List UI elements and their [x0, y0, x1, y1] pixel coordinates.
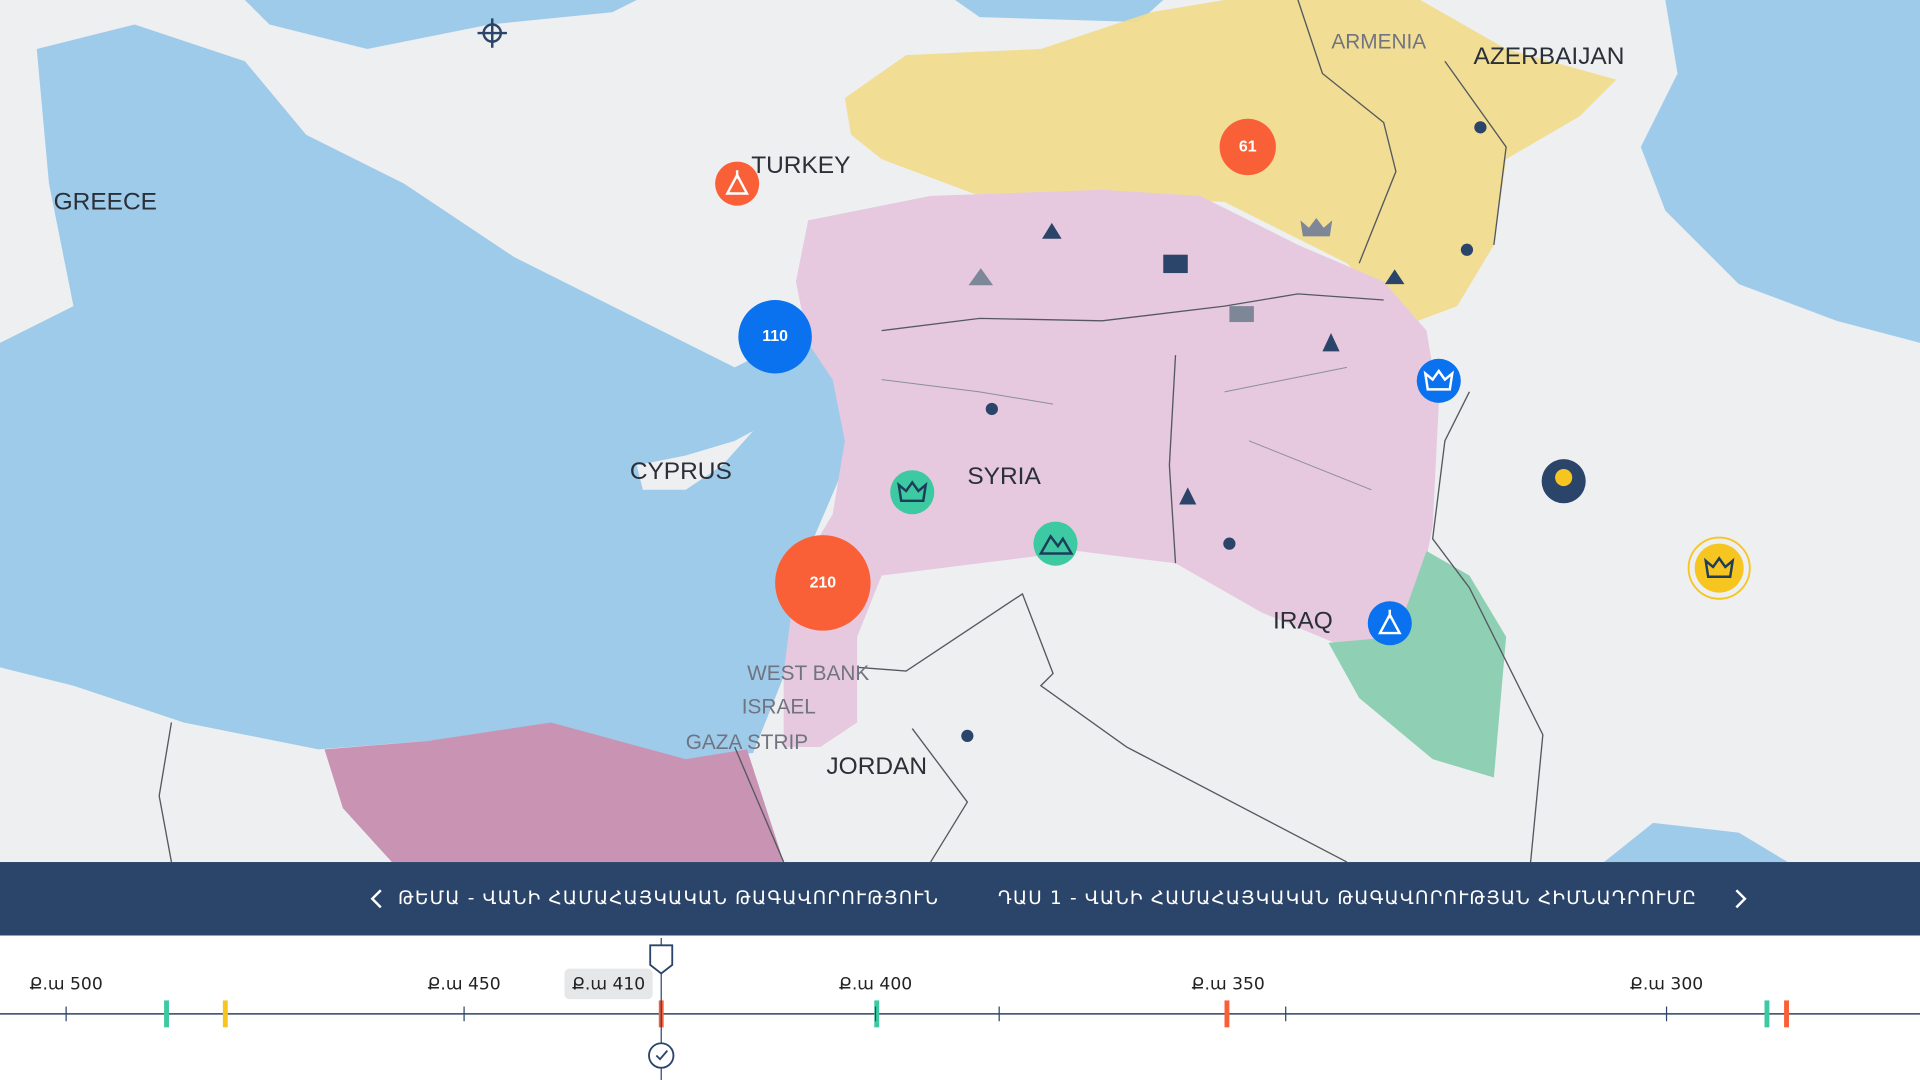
border	[158, 0, 1544, 863]
country-label: WEST BANK	[747, 662, 869, 685]
caspian-sea	[1640, 0, 1920, 343]
country-label: CYPRUS	[630, 458, 732, 485]
timeline[interactable]: Ք.ա 410 Ք.ա 500 Ք.ա 450 Ք.ա 400 Ք.ա 350 Ք.ա …	[0, 935, 1920, 1080]
marker-icon	[1555, 468, 1573, 487]
cluster-count: 61	[1239, 138, 1257, 155]
current-badge	[564, 968, 653, 1000]
timeline-label: Ք.ա 500	[30, 974, 103, 994]
marker-halo	[1687, 536, 1751, 600]
country-label: AZERBAIJAN	[1474, 43, 1625, 70]
current-year: Ք.ա 410	[572, 974, 645, 994]
cursor-handle[interactable]	[649, 944, 674, 975]
cursor-clock[interactable]	[648, 1042, 675, 1069]
marker-icon	[1038, 534, 1074, 555]
cluster-count: 210	[810, 574, 837, 591]
marker-crown[interactable]	[1694, 543, 1744, 593]
country-label: GAZA STRIP	[686, 731, 809, 754]
event-ticks	[164, 1000, 1789, 1028]
region-egypt	[324, 722, 784, 863]
region-pink	[783, 189, 1439, 747]
marker-icon	[1704, 556, 1735, 578]
marker-icon	[725, 170, 749, 195]
cluster[interactable]	[738, 300, 812, 374]
markers	[477, 18, 1751, 743]
prev-button[interactable]	[370, 889, 382, 909]
next-button[interactable]	[1735, 889, 1747, 909]
marker-icon	[897, 480, 928, 503]
country-label: TURKEY	[751, 152, 850, 179]
marker-crown[interactable]	[1416, 358, 1461, 403]
country-label: JORDAN	[826, 753, 927, 780]
marker-church[interactable]	[1367, 601, 1412, 646]
timeline-label: Ք.ա 400	[839, 974, 912, 994]
clusters: 61 110 210	[738, 118, 1276, 631]
gulf	[1604, 822, 1788, 863]
country-label: IRAQ	[1273, 608, 1333, 635]
lesson-title[interactable]: ԴԱՍ 1 - ՎԱՆԻ ՀԱՄԱՀԱՅԿԱԿԱՆ ԹԱԳԱՎՈՐՈՒԹՅԱՆ …	[998, 888, 1697, 909]
sea	[0, 24, 858, 760]
region-green	[1328, 551, 1507, 778]
timeline-label: Ք.ա 350	[1192, 974, 1265, 994]
country-label: ISRAEL	[742, 695, 816, 718]
black-sea	[244, 0, 1164, 49]
cluster-count: 110	[762, 328, 788, 345]
nav-bar: ԹԵՄԱ - ՎԱՆԻ ՀԱՄԱՀԱՅԿԱԿԱՆ ԹԱԳԱՎՈՐՈՒԹՅՈՒՆ …	[0, 862, 1920, 936]
marker-church[interactable]	[715, 161, 760, 206]
locate-icon	[482, 23, 503, 43]
topic-title[interactable]: ԹԵՄԱ - ՎԱՆԻ ՀԱՄԱՀԱՅԿԱԿԱՆ ԹԱԳԱՎՈՐՈՒԹՅՈՒՆ	[398, 888, 939, 909]
country-label: ARMENIA	[1331, 30, 1426, 53]
marker-icon	[1423, 368, 1454, 391]
timeline-label: Ք.ա 300	[1630, 974, 1703, 994]
country-label: GREECE	[54, 189, 157, 216]
cluster[interactable]	[1219, 118, 1276, 176]
map[interactable]: GREECE TURKEY CYPRUS SYRIA IRAQ JORDAN ARMENIA…	[0, 0, 1920, 863]
country-label: SYRIA	[967, 463, 1041, 490]
marker-icon	[1377, 609, 1402, 635]
cluster[interactable]	[775, 535, 871, 631]
province-border	[881, 366, 1372, 491]
cyprus	[636, 431, 754, 490]
cursor-icon	[655, 1050, 669, 1061]
site-icons	[961, 121, 1487, 743]
marker-crown[interactable]	[890, 470, 935, 515]
timeline-label: Ք.ա 450	[427, 974, 500, 994]
map-labels: GREECE TURKEY CYPRUS SYRIA IRAQ JORDAN ARMENIA…	[54, 30, 1625, 780]
